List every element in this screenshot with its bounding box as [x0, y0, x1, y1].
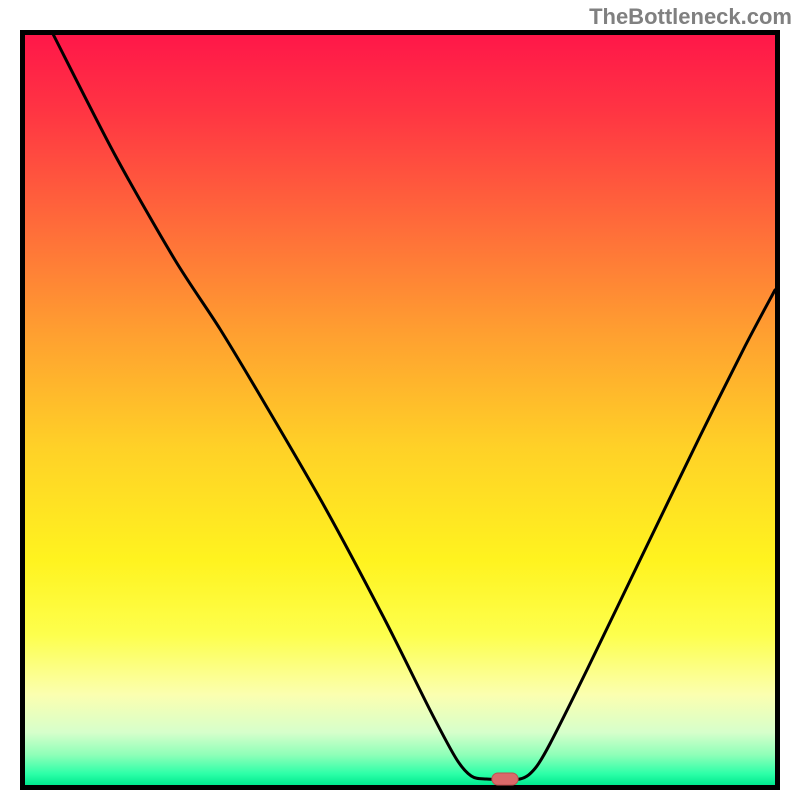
optimal-marker: [492, 773, 518, 785]
bottleneck-chart: [20, 30, 780, 790]
chart-background: [25, 35, 775, 785]
chart-container: TheBottleneck.com: [0, 0, 800, 800]
watermark-label: TheBottleneck.com: [589, 4, 792, 30]
plot-area: [20, 30, 780, 790]
